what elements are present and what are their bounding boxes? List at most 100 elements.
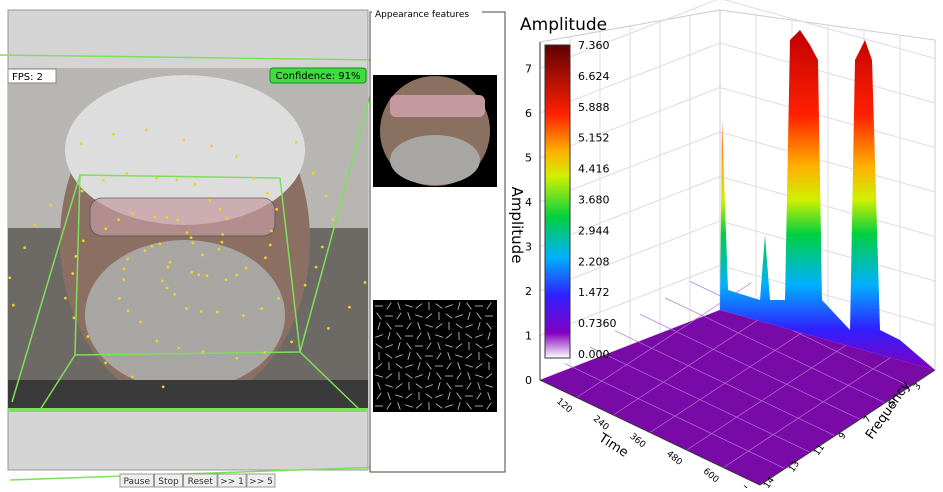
landmark	[312, 172, 315, 175]
landmark	[126, 258, 129, 261]
landmark	[304, 284, 307, 287]
frequency-tick-label: 3	[912, 382, 923, 392]
status-bar	[8, 408, 368, 412]
colorbar-tick-label: 5.888	[578, 101, 610, 114]
landmark	[221, 233, 224, 236]
landmark	[194, 183, 197, 186]
button-label: Pause	[124, 477, 151, 487]
landmark	[166, 287, 169, 290]
landmark	[173, 293, 176, 296]
landmark	[139, 321, 142, 324]
plot-title: Amplitude	[520, 15, 607, 35]
landmark	[117, 218, 120, 221]
z-tick-label: 1	[525, 330, 532, 343]
frequency-tick-label: 9	[837, 431, 849, 442]
landmark	[175, 178, 178, 181]
landmark	[158, 242, 161, 245]
landmark	[331, 218, 334, 221]
landmark	[221, 241, 224, 244]
control-button[interactable]: >> 1	[218, 474, 246, 487]
landmark	[123, 267, 126, 270]
landmark	[315, 266, 318, 269]
fps: FPS: 2	[12, 72, 43, 83]
landmark	[143, 249, 146, 252]
landmark	[295, 141, 298, 144]
landmark	[23, 246, 26, 249]
landmark	[202, 350, 205, 353]
z-tick-label: 2	[525, 285, 532, 298]
landmark	[226, 217, 229, 220]
landmark	[277, 297, 280, 300]
landmark	[201, 254, 204, 257]
landmark	[290, 340, 293, 343]
button-label: Stop	[158, 477, 179, 487]
time-tick-label: 720	[737, 484, 757, 488]
control-button[interactable]: Stop	[155, 474, 183, 487]
landmark	[127, 309, 130, 312]
landmark	[235, 155, 238, 158]
landmark	[270, 230, 273, 233]
control-button[interactable]: >> 5	[247, 474, 275, 487]
landmark	[245, 267, 248, 270]
waterfall-plot: Amplitude Amplitude Time Frequency 01234…	[508, 0, 935, 488]
colorbar-tick-label: 4.416	[578, 163, 610, 176]
landmark	[151, 245, 154, 248]
landmark	[185, 307, 188, 310]
landmark	[154, 216, 157, 219]
appearance-title: Appearance features	[375, 10, 469, 20]
landmark	[64, 297, 67, 300]
shirt	[8, 380, 368, 410]
confidence: Confidence: 91%	[276, 71, 361, 82]
button-label: >> 1	[220, 477, 244, 487]
time-tick-label: 600	[701, 467, 721, 486]
landmark	[86, 335, 89, 338]
landmark	[197, 273, 200, 276]
landmark	[112, 133, 115, 136]
button-label: >> 5	[249, 477, 273, 487]
landmark	[72, 316, 75, 319]
face-crop-glasses	[390, 95, 485, 117]
landmark	[206, 274, 209, 277]
landmark	[208, 199, 211, 202]
beard	[85, 240, 285, 390]
landmark	[190, 236, 193, 239]
landmark	[131, 212, 134, 215]
time-tick-label: 480	[664, 449, 684, 468]
landmark	[253, 177, 256, 180]
landmark	[210, 145, 213, 148]
landmark	[242, 314, 245, 317]
landmark	[260, 307, 263, 310]
landmark	[156, 340, 159, 343]
landmark	[145, 129, 148, 132]
landmark	[264, 256, 267, 259]
landmark	[325, 194, 328, 197]
time-label: Time	[595, 430, 631, 460]
landmark	[364, 281, 367, 284]
landmark	[71, 272, 74, 275]
landmark	[8, 276, 11, 279]
landmark	[275, 208, 278, 211]
landmark	[49, 204, 52, 207]
landmark	[225, 278, 228, 281]
landmark	[80, 142, 83, 145]
control-button[interactable]: Pause	[120, 474, 154, 487]
landmark	[219, 208, 222, 211]
control-button[interactable]: Reset	[184, 474, 218, 487]
landmark	[321, 246, 324, 249]
colorbar-tick-label: 1.472	[578, 286, 610, 299]
landmark	[327, 327, 330, 330]
face-crop-beard	[390, 135, 480, 185]
landmark	[161, 280, 164, 283]
z-tick-label: 3	[525, 241, 532, 254]
landmark	[186, 231, 189, 234]
landmark	[81, 190, 84, 193]
z-tick-label: 5	[525, 152, 532, 165]
landmark	[82, 239, 85, 242]
colorbar-tick-label: 7.360	[578, 39, 610, 52]
landmark	[176, 218, 179, 221]
landmark	[155, 177, 158, 180]
landmark	[104, 227, 107, 230]
colorbar-tick-label: 2.208	[578, 255, 610, 268]
landmark	[125, 172, 128, 175]
